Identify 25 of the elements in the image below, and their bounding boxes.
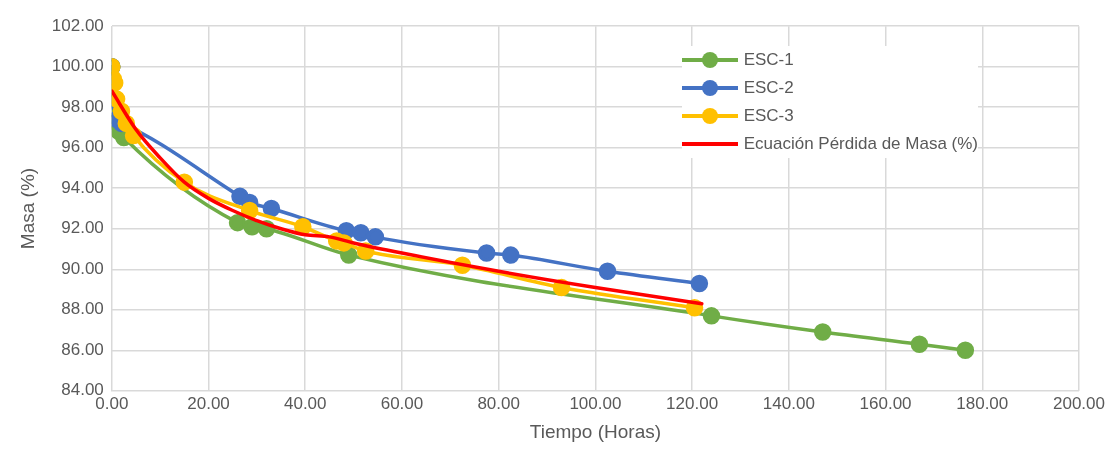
x-tick-label: 120.00 xyxy=(666,393,719,413)
y-tick-label: 94.00 xyxy=(61,177,104,197)
y-axis-title: Masa (%) xyxy=(16,167,38,250)
x-tick-label: 100.00 xyxy=(569,393,622,413)
y-tick-label: 86.00 xyxy=(61,339,104,359)
x-tick-label: 80.00 xyxy=(477,393,520,413)
x-axis-title: Tiempo (Horas) xyxy=(529,420,662,442)
legend-label: ESC-1 xyxy=(743,50,794,70)
y-tick-label: 102.00 xyxy=(51,15,104,35)
y-tick-label: 92.00 xyxy=(61,218,104,238)
legend-label: ESC-2 xyxy=(743,78,794,98)
legend-label: Ecuación Pérdida de Masa (%) xyxy=(743,134,978,154)
x-tick-label: 140.00 xyxy=(762,393,815,413)
x-tick-label: 60.00 xyxy=(380,393,424,413)
y-tick-label: 90.00 xyxy=(61,258,104,278)
x-tick-label: 20.00 xyxy=(187,393,230,413)
y-tick-label: 98.00 xyxy=(61,96,104,116)
legend-label: ESC-3 xyxy=(743,106,794,126)
x-tick-label: 160.00 xyxy=(859,393,912,413)
y-tick-label: 96.00 xyxy=(61,137,104,157)
y-tick-label: 88.00 xyxy=(61,299,104,319)
x-tick-label: 40.00 xyxy=(283,393,327,413)
y-tick-label: 100.00 xyxy=(51,56,104,76)
x-tick-label: 180.00 xyxy=(956,393,1009,413)
x-tick-label: 200.00 xyxy=(1053,393,1105,413)
